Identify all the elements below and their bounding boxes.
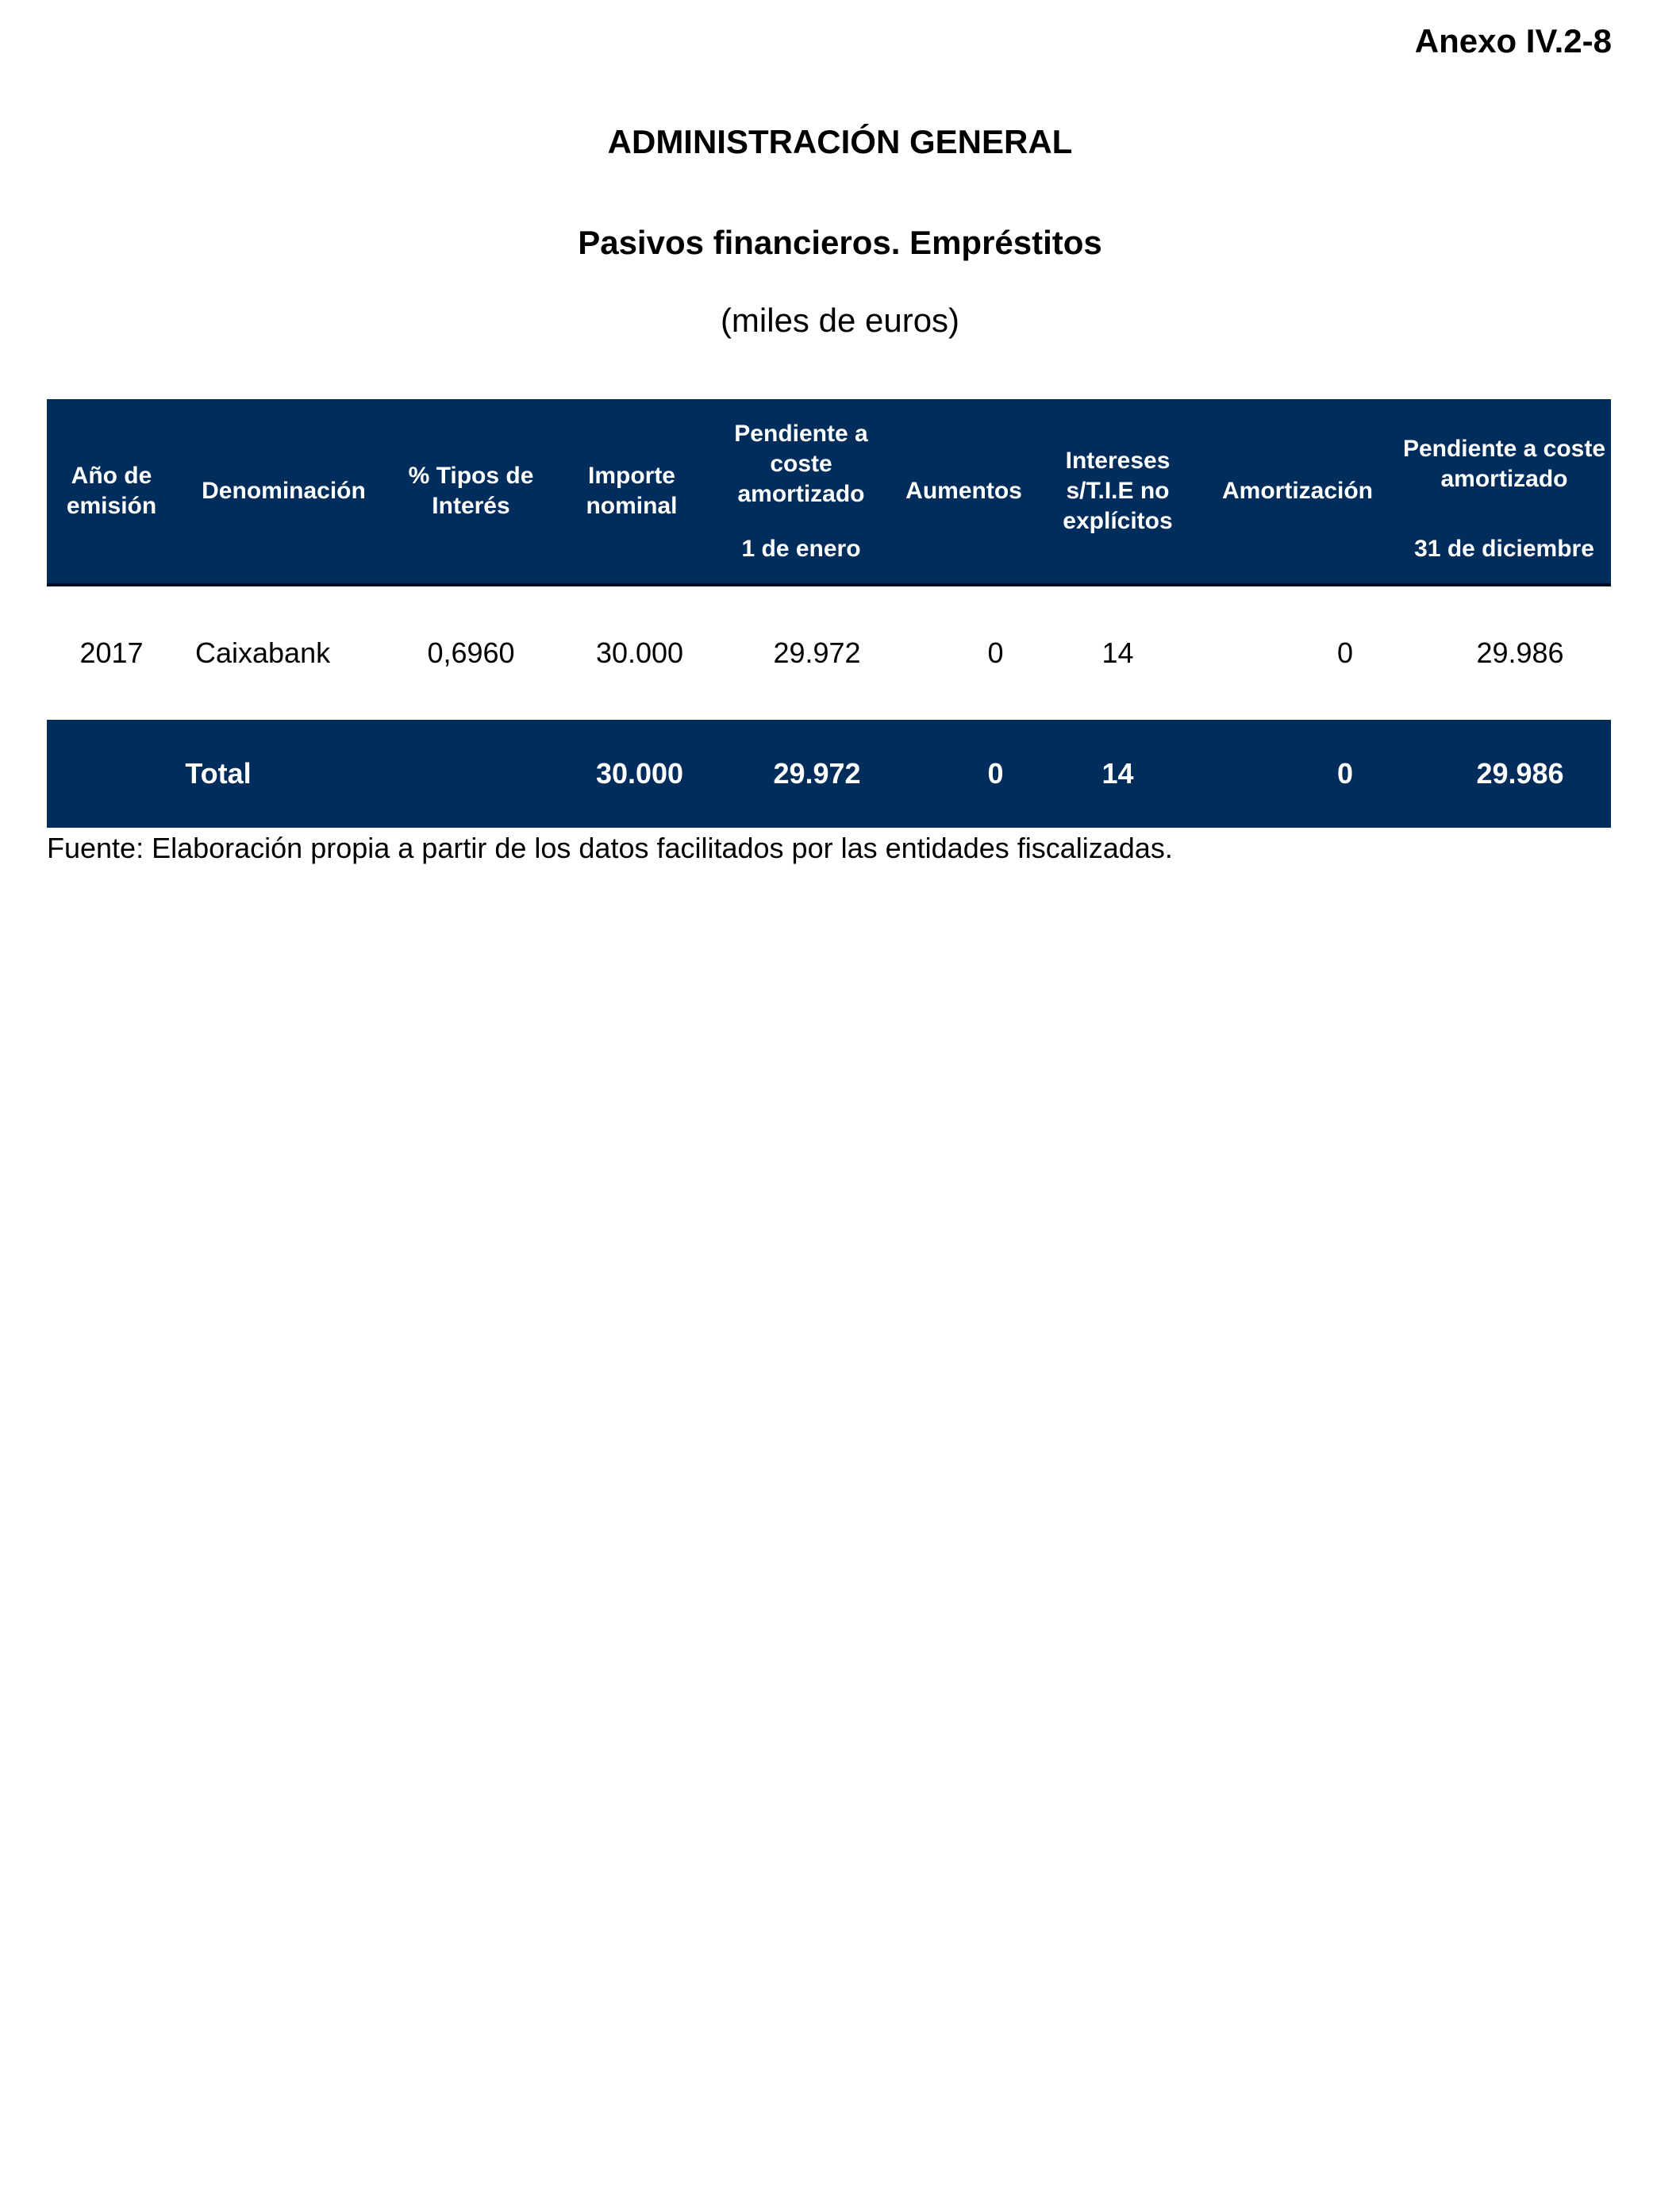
table-cell: 0 [1336, 636, 1354, 669]
table-cell: 0 [987, 636, 1004, 669]
table-cell: Caixabank [195, 636, 331, 669]
page-subtitle: Pasivos financieros. Empréstitos [578, 224, 1102, 261]
total-cell: 30.000 [595, 757, 684, 790]
table-cell: 30.000 [595, 636, 684, 669]
table-cell: 14 [1101, 636, 1134, 669]
subheader-closing: 31 de diciembre [1414, 536, 1594, 562]
header-nominal: Importe nominal [586, 463, 678, 519]
header-year: Año de emisión [66, 463, 157, 519]
total-cell: 0 [1336, 757, 1354, 790]
total-cell: 29.986 [1476, 757, 1564, 790]
table-cell: 2017 [79, 636, 144, 669]
total-cell: 0 [987, 757, 1004, 790]
header-name: Denominación [202, 478, 366, 504]
header-rate: % Tipos de Interés [408, 463, 534, 519]
total-cell: 29.972 [773, 757, 861, 790]
table-cell: 0,6960 [427, 636, 515, 669]
header-closing: Pendiente a coste amortizado [1402, 436, 1606, 492]
header-amortization: Amortización [1221, 478, 1374, 504]
header-opening: Pendiente a coste amortizado [734, 421, 868, 507]
subheader-opening: 1 de enero [741, 536, 861, 562]
table-cell: 29.986 [1476, 636, 1564, 669]
source-note: Fuente: Elaboración propia a partir de l… [47, 832, 1173, 864]
table-header [47, 399, 1611, 586]
total-cell: 14 [1101, 757, 1134, 790]
table-total-row [47, 720, 1611, 828]
table-cell: 29.972 [773, 636, 861, 669]
annex-label: Anexo IV.2-8 [1414, 22, 1612, 60]
total-label: Total [185, 757, 252, 790]
header-interest: Intereses s/T.I.E no explícitos [1063, 448, 1173, 534]
page-title: ADMINISTRACIÓN GENERAL [607, 123, 1073, 160]
header-increases: Aumentos [905, 478, 1022, 504]
units-label: (miles de euros) [720, 302, 960, 339]
